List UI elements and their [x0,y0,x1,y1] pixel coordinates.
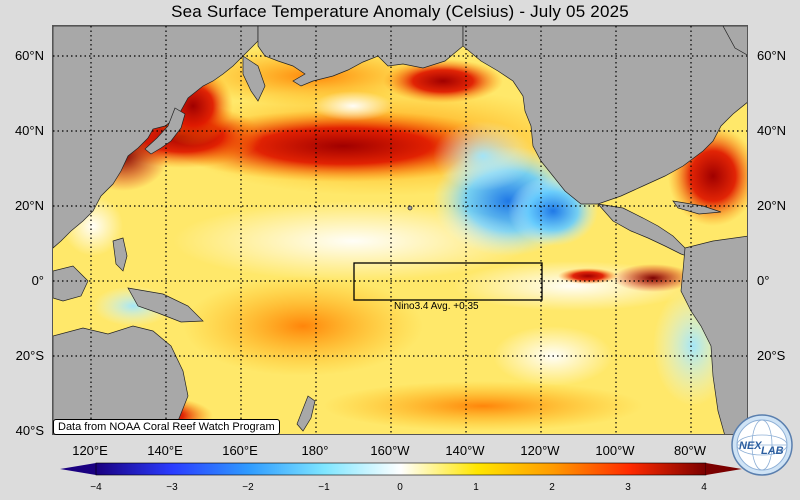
land-philippines [112,237,128,272]
lon-label-160e: 160°E [222,443,258,458]
land-north-america [462,26,747,205]
colorbar-tick-1: 1 [473,482,479,493]
land-hawaii [407,205,413,211]
colorbar-gradient [95,462,707,476]
colorbar-tick-3: 3 [625,482,631,493]
colorbar-tick-m3: −3 [166,482,178,493]
gridlines [53,26,747,434]
colorbar [60,462,742,476]
land-kamchatka [242,55,266,102]
land-borneo [53,265,89,302]
lat-label-right-0: 0° [757,273,770,288]
sst-anomaly-map [52,25,748,435]
lat-label-left-40n: 40°N [14,123,44,138]
lat-label-left-20s: 20°S [15,348,44,363]
colorbar-tick-m2: −2 [242,482,254,493]
lon-label-140e: 140°E [147,443,183,458]
nexlab-logo-svg: NEX LAB [731,414,793,476]
nexlab-logo: NEX LAB [731,414,793,476]
land-asia [53,26,259,249]
lon-label-160w: 160°W [370,443,410,458]
lat-label-left-60n: 60°N [14,48,44,63]
logo-text-nex: NEX [739,440,762,452]
colorbar-svg [60,462,742,476]
lon-label-80w: 80°W [674,443,706,458]
land-caribbean [672,200,722,215]
colorbar-tick-2: 2 [549,482,555,493]
lon-label-180: 180° [301,443,329,458]
nino34-label: Nino3.4 Avg. +0.35 [394,301,479,312]
land-australia [53,325,189,434]
lon-label-120e: 120°E [72,443,108,458]
lat-label-right-20s: 20°S [757,348,786,363]
land-japan [144,107,186,155]
lat-label-left-0: 0° [31,273,44,288]
colorbar-tick-m1: −1 [318,482,330,493]
colorbar-right-arrow [706,463,742,475]
colorbar-left-arrow [60,463,96,475]
lat-label-right-20n: 20°N [757,198,787,213]
data-credit: Data from NOAA Coral Reef Watch Program [53,419,280,435]
land-south-america [680,235,747,434]
lat-label-right-40n: 40°N [757,123,787,138]
colorbar-tick-m4: −4 [90,482,102,493]
anomaly-field [63,46,747,434]
colorbar-tick-4: 4 [701,482,707,493]
logo-text-lab: LAB [761,445,784,457]
lon-label-100w: 100°W [595,443,635,458]
map-title: Sea Surface Temperature Anomaly (Celsius… [171,2,629,21]
colorbar-tick-0: 0 [397,482,403,493]
nino34-box [353,262,543,301]
lat-label-left-20n: 20°N [14,198,44,213]
map-canvas [53,26,747,434]
lon-label-120w: 120°W [520,443,560,458]
lon-label-140w: 140°W [445,443,485,458]
lat-label-left-40s: 40°S [15,423,44,438]
land-new-zealand [296,395,316,432]
land [53,26,747,434]
land-greenland [722,26,747,56]
lat-label-right-60n: 60°N [757,48,787,63]
